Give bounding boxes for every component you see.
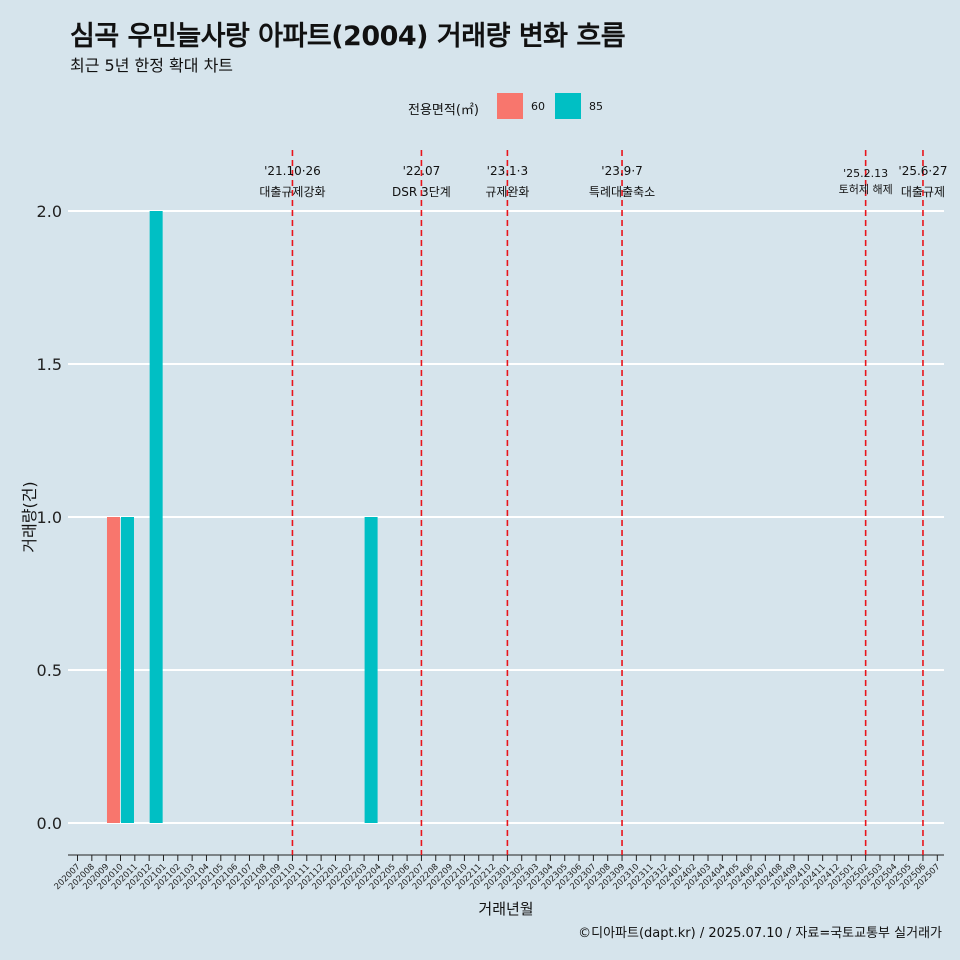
legend-title: 전용면적(㎡): [408, 103, 479, 118]
x-axis-title: 거래년월: [478, 900, 533, 918]
y-tick-label: 0.5: [37, 661, 62, 680]
y-tick-label: 0.0: [37, 814, 62, 833]
caption: ©디아파트(dapt.kr) / 2025.07.10 / 자료=국토교통부 실…: [578, 926, 942, 941]
event-date: '23.1·3: [487, 164, 528, 178]
bar-85-202203: [364, 517, 378, 823]
legend-swatch-85: [555, 93, 581, 119]
event-label: 대출규제강화: [259, 185, 325, 199]
event-date: '23.9·7: [601, 164, 642, 178]
y-tick-label: 1.5: [37, 355, 62, 374]
event-label: 대출규제: [901, 185, 945, 199]
legend-swatch-60: [497, 93, 523, 119]
chart-subtitle: 최근 5년 한정 확대 차트: [70, 56, 234, 75]
y-axis-title: 거래량(건): [20, 481, 39, 552]
legend-label-85: 85: [589, 100, 603, 113]
legend-label-60: 60: [531, 100, 545, 113]
event-date: '25.6·27: [898, 164, 947, 178]
event-date: '21.10·26: [264, 164, 321, 178]
event-label: DSR 3단계: [392, 185, 451, 199]
y-tick-label: 2.0: [37, 202, 62, 221]
bar-60-202010: [106, 517, 120, 823]
bar-85-202012: [149, 211, 163, 823]
legend: 전용면적(㎡) 60 85: [0, 92, 960, 122]
event-label: 특례대출축소: [589, 185, 655, 199]
chart-title: 심곡 우민늘사랑 아파트(2004) 거래량 변화 흐름: [70, 21, 626, 52]
event-label: 토허제 해제: [839, 182, 893, 196]
event-date: '22.07: [403, 164, 441, 178]
event-label: 규제완화: [485, 185, 529, 199]
event-date: '25.2.13: [843, 167, 888, 180]
bar-85-202010: [120, 517, 134, 823]
y-tick-label: 1.0: [37, 508, 62, 527]
